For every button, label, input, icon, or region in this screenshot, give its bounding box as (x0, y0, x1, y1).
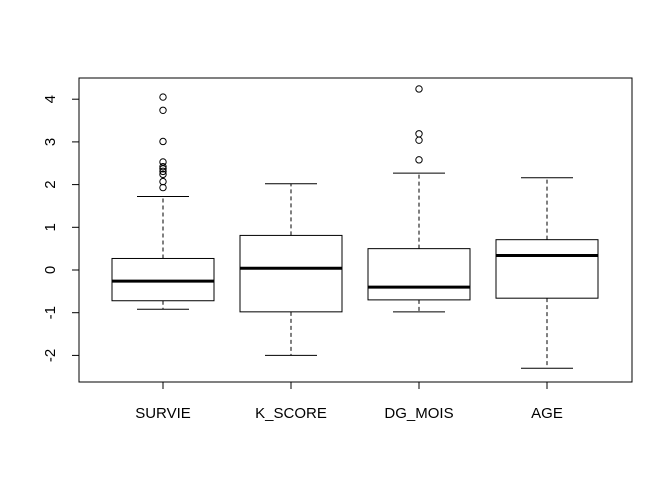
outlier-point (159, 162, 167, 171)
plot-frame (78, 77, 633, 383)
outlier-point (159, 106, 167, 115)
box (495, 239, 599, 299)
boxes-layer (111, 85, 599, 369)
y-tick-label: -1 (42, 306, 59, 319)
outlier-point (159, 177, 167, 186)
outlier-point (159, 93, 167, 101)
y-tick-label: 1 (42, 223, 59, 231)
outlier-point (159, 137, 167, 146)
outlier-point (415, 85, 423, 93)
y-tick-label: 4 (42, 95, 59, 103)
y-tick-label: 3 (42, 138, 59, 146)
y-axis: -2 -1 0 1 2 3 4 (42, 95, 79, 362)
box-group-k-score (239, 183, 343, 356)
outlier-point (415, 156, 423, 164)
outlier-point (159, 167, 167, 176)
box-group-dg-mois (367, 85, 471, 313)
box (367, 248, 471, 301)
outlier-point (415, 130, 423, 138)
x-tick-label: DG_MOIS (384, 405, 453, 422)
outlier-point (159, 170, 167, 179)
y-tick-label: 2 (42, 180, 59, 188)
outlier-point (159, 158, 167, 166)
box-group-survie (111, 93, 215, 310)
box-group-age (495, 177, 599, 369)
outlier-point (415, 136, 423, 144)
x-axis: SURVIE K_SCORE DG_MOIS AGE (135, 382, 563, 422)
y-tick-label: -2 (42, 349, 59, 362)
x-tick-label: K_SCORE (255, 405, 327, 422)
outlier-point (159, 183, 167, 192)
x-tick-label: SURVIE (135, 405, 191, 422)
y-tick-label: 0 (42, 266, 59, 274)
box (239, 234, 343, 313)
x-tick-label: AGE (531, 405, 563, 422)
